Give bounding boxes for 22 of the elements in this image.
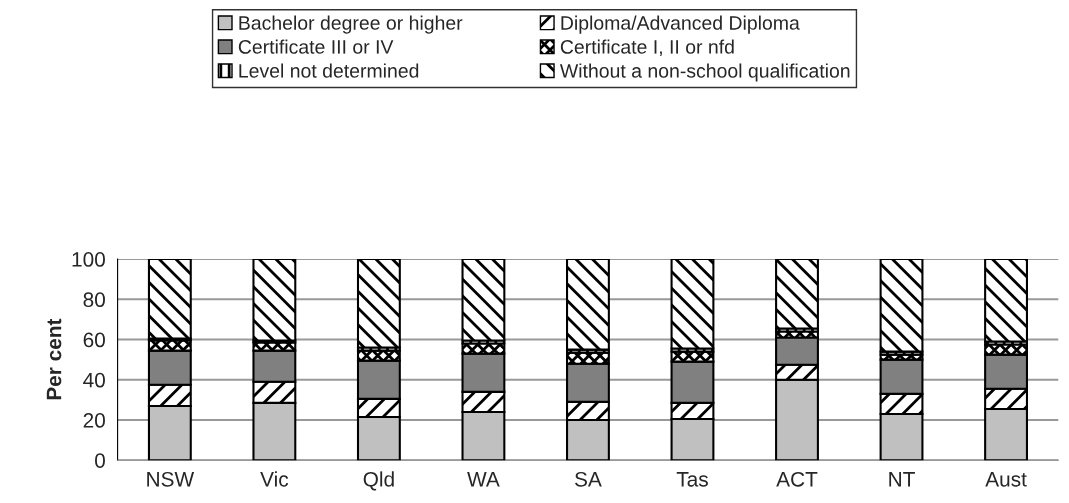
y-tick-label: 60 (83, 332, 105, 348)
y-tick-label: 40 (83, 372, 105, 388)
legend-label: Certificate I, II or nfd (560, 39, 734, 57)
x-tick-label: NT (889, 472, 915, 487)
y-axis-title: Per cent (46, 318, 62, 400)
x-tick-label: WA (467, 472, 500, 487)
y-tick-label: 20 (83, 413, 105, 428)
legend-label: Certificate III or IV (238, 39, 394, 54)
x-tick-label: Qld (363, 471, 394, 491)
legend-label: Diploma/Advanced Diploma (561, 15, 800, 34)
x-tick-label: Tas (676, 472, 708, 487)
y-tick-label: 0 (95, 453, 105, 468)
y-tick-label: 80 (83, 292, 105, 308)
x-tick-label: Aust (985, 472, 1027, 487)
x-tick-label: Vic (260, 471, 289, 487)
y-tick-label: 100 (72, 252, 105, 267)
x-tick-label: NSW (147, 471, 195, 487)
legend-label: Without a non-school qualification (559, 63, 850, 82)
x-tick-label: ACT (776, 471, 818, 487)
legend-label: Bachelor degree or higher (239, 15, 463, 34)
x-tick-label: SA (575, 471, 602, 487)
legend-label: Level not determined (239, 63, 419, 78)
